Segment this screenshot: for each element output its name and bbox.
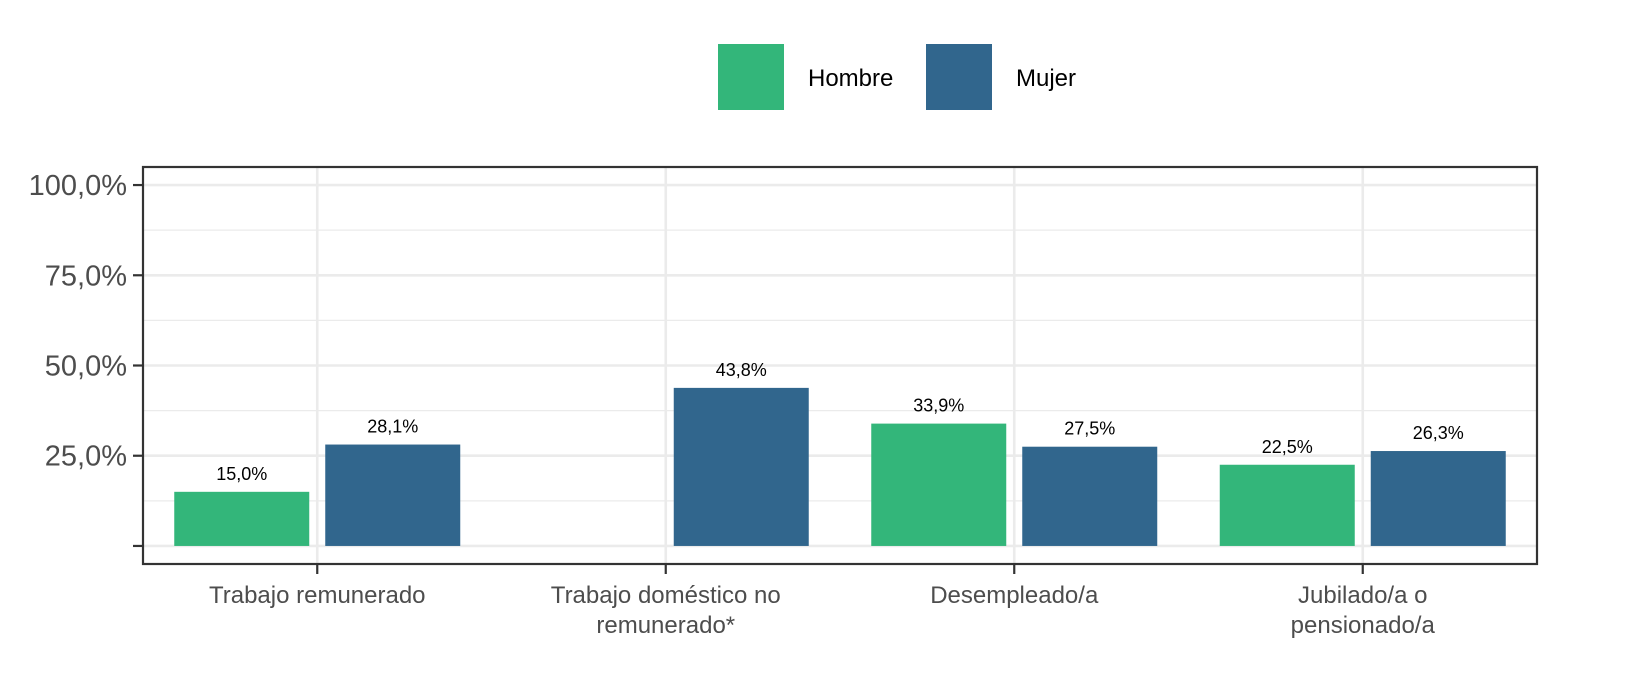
legend: Hombre Mujer (718, 44, 1076, 110)
legend-label: Hombre (808, 65, 893, 92)
bar (1219, 464, 1355, 546)
bar (1370, 451, 1506, 546)
bar (325, 444, 461, 546)
data-label: 28,1% (367, 417, 418, 437)
data-label: 43,8% (716, 360, 767, 380)
y-axis: 25,0% 50,0% 75,0% 100,0% (29, 170, 143, 548)
data-label: 26,3% (1413, 423, 1464, 443)
data-label: 22,5% (1262, 437, 1313, 457)
bars (174, 387, 1506, 546)
bar (174, 491, 310, 546)
bar (1022, 446, 1158, 546)
data-label: 15,0% (216, 464, 267, 484)
legend-swatch (718, 44, 784, 110)
x-tick-label: Trabajo remunerado (209, 582, 426, 609)
y-tick-label: 25,0% (45, 441, 127, 473)
y-tick-label: 75,0% (45, 260, 127, 292)
y-tick-label: 100,0% (29, 170, 127, 202)
x-tick-label: Jubilado/a o pensionado/a (1291, 582, 1436, 639)
legend-label: Mujer (1016, 65, 1076, 92)
bar (871, 423, 1007, 546)
legend-swatch (926, 44, 992, 110)
data-label: 33,9% (913, 396, 964, 416)
data-labels: 15,0% 28,1% 43,8% 33,9% 27,5% 22,5% 26,3% (216, 360, 1464, 484)
y-tick-label: 50,0% (45, 351, 127, 383)
x-tick-label: Trabajo doméstico no remunerado* (551, 582, 781, 639)
data-label: 27,5% (1064, 419, 1115, 439)
x-tick-label: Desempleado/a (930, 582, 1099, 609)
x-axis: Trabajo remunerado Trabajo doméstico no re… (209, 564, 1435, 639)
bar (673, 387, 809, 546)
